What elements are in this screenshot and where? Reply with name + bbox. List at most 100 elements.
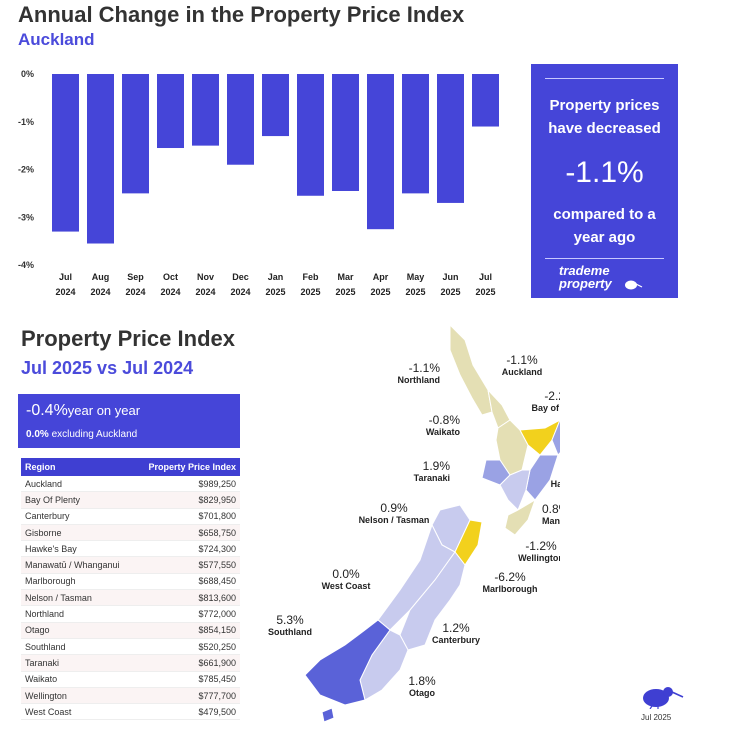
x-tick-year: 2024 bbox=[160, 287, 180, 297]
cell-index: $813,600 bbox=[134, 589, 240, 607]
x-tick-month: Jul bbox=[479, 272, 492, 282]
cell-region: Manawatū / Whanganui bbox=[21, 556, 135, 574]
x-tick-month: Nov bbox=[197, 272, 214, 282]
bar bbox=[297, 74, 324, 196]
map-change-label: 1.9% bbox=[423, 459, 451, 473]
table-row: Southland $520,250 bbox=[21, 638, 240, 656]
bar bbox=[472, 74, 499, 127]
table-header-row: Region Property Price Index bbox=[21, 458, 240, 476]
map-region-label: Southland bbox=[268, 627, 312, 637]
callout-line4: year ago bbox=[573, 229, 636, 246]
region-southland bbox=[304, 619, 391, 706]
bar bbox=[262, 74, 289, 137]
map-change-label: 0.0% bbox=[332, 567, 360, 581]
table-row: Northland $772,000 bbox=[21, 605, 240, 623]
x-tick-year: 2025 bbox=[300, 287, 320, 297]
cell-region: Auckland bbox=[21, 476, 135, 493]
bar bbox=[367, 74, 394, 230]
cell-region: Otago bbox=[21, 622, 135, 639]
x-tick-year: 2025 bbox=[440, 287, 460, 297]
divider bbox=[545, 78, 664, 79]
bar bbox=[437, 74, 464, 203]
cell-region: Taranaki bbox=[21, 654, 135, 672]
bar bbox=[192, 74, 219, 146]
cell-index: $479,500 bbox=[134, 703, 240, 721]
x-tick-year: 2024 bbox=[230, 287, 250, 297]
col-region: Region bbox=[21, 458, 135, 476]
map-region-label: Waikato bbox=[426, 427, 461, 437]
x-tick-month: May bbox=[407, 272, 425, 282]
x-tick-month: Jul bbox=[59, 272, 72, 282]
map-change-label: 1.8% bbox=[408, 674, 436, 688]
region-stewart-island bbox=[321, 707, 335, 723]
chart-subtitle: Auckland bbox=[18, 30, 95, 49]
cell-index: $577,550 bbox=[134, 556, 240, 574]
bar bbox=[332, 74, 359, 191]
map-region-label: Otago bbox=[409, 688, 436, 698]
yoy-summary: -0.4%year on year 0.0% excluding Aucklan… bbox=[18, 394, 240, 448]
region-marlborough bbox=[454, 519, 483, 566]
x-tick-month: Apr bbox=[373, 272, 389, 282]
cell-region: Marlborough bbox=[21, 573, 135, 591]
x-tick-month: Jun bbox=[442, 272, 458, 282]
region-northland bbox=[449, 323, 493, 416]
logo-line1: trademe bbox=[559, 263, 610, 278]
cell-region: Nelson / Tasman bbox=[21, 589, 135, 607]
cell-index: $701,800 bbox=[134, 508, 240, 525]
cell-index: $989,250 bbox=[134, 476, 240, 493]
map-change-label: -0.8% bbox=[429, 413, 461, 427]
x-tick-year: 2025 bbox=[405, 287, 425, 297]
map-change-label: -6.2% bbox=[494, 570, 526, 584]
region-west-coast bbox=[377, 523, 456, 631]
x-tick-month: Feb bbox=[302, 272, 319, 282]
bar bbox=[227, 74, 254, 165]
x-tick-year: 2025 bbox=[265, 287, 285, 297]
callout-text: Property prices have decreased bbox=[531, 94, 678, 140]
map-region-label: Taranaki bbox=[414, 473, 450, 483]
callout-line2: have decreased bbox=[548, 120, 661, 137]
table-row: Gisborne $658,750 bbox=[21, 524, 240, 542]
bar bbox=[87, 74, 114, 244]
yoy-line: -0.4%year on year bbox=[26, 402, 140, 420]
price-index-table: Region Property Price Index Auckland $989… bbox=[21, 458, 240, 721]
y-tick-label: -4% bbox=[18, 260, 34, 270]
x-tick-year: 2025 bbox=[335, 287, 355, 297]
table-row: Wellington $777,700 bbox=[21, 687, 240, 705]
x-tick-year: 2024 bbox=[195, 287, 215, 297]
x-tick-month: Sep bbox=[127, 272, 144, 282]
map-region-label: Manawatū / Whanganui bbox=[542, 516, 560, 526]
map-change-label: -1.2% bbox=[525, 539, 557, 553]
cell-region: Northland bbox=[21, 605, 135, 623]
kiwi-icon bbox=[643, 687, 684, 709]
trademe-logo: trademe property bbox=[559, 264, 612, 290]
divider bbox=[545, 258, 664, 259]
cell-index: $520,250 bbox=[134, 638, 240, 656]
index-subtitle: Jul 2025 vs Jul 2024 bbox=[21, 358, 194, 378]
table-row: Auckland $989,250 bbox=[21, 476, 240, 493]
x-tick-month: Dec bbox=[232, 272, 249, 282]
cell-region: Gisborne bbox=[21, 524, 135, 542]
table-row: Canterbury $701,800 bbox=[21, 508, 240, 525]
map-region-label: Marlborough bbox=[483, 584, 538, 594]
y-tick-label: 0% bbox=[21, 69, 34, 79]
cell-index: $661,900 bbox=[134, 654, 240, 672]
x-tick-year: 2024 bbox=[125, 287, 145, 297]
bar bbox=[402, 74, 429, 194]
callout-line1: Property prices bbox=[549, 97, 660, 114]
map-region-label: Canterbury bbox=[432, 635, 480, 645]
table-row: Marlborough $688,450 bbox=[21, 573, 240, 591]
x-tick-month: Aug bbox=[92, 272, 110, 282]
table-row: Waikato $785,450 bbox=[21, 671, 240, 688]
region-canterbury bbox=[399, 551, 466, 651]
map-region-label: Northland bbox=[398, 375, 441, 385]
map-region-label: Auckland bbox=[502, 367, 543, 377]
map-change-label: -1.1% bbox=[409, 361, 441, 375]
cell-region: West Coast bbox=[21, 703, 135, 721]
region-gisborne bbox=[551, 419, 560, 456]
cell-index: $688,450 bbox=[134, 573, 240, 591]
cell-region: Wellington bbox=[21, 687, 135, 705]
excl-line: 0.0% excluding Auckland bbox=[26, 429, 137, 440]
map-region-label: Bay of Plenty bbox=[531, 403, 560, 413]
cell-index: $772,000 bbox=[134, 605, 240, 623]
region-wellington bbox=[504, 498, 536, 536]
